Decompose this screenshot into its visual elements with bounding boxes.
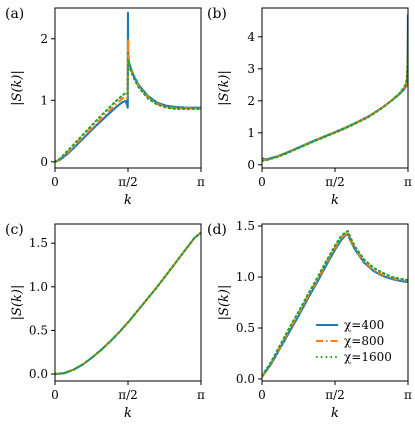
panel-label: (a) [5,6,24,22]
x-tick-label: π/2 [325,388,345,402]
panel-d: 0 π/2 π 0.0 0.5 1.0 1.5 k |S(k)| (d) χ=400 χ=800 χ=1… [207,219,412,421]
legend-entry: χ=1600 [344,350,392,364]
x-axis-label: k [124,193,132,208]
x-tick-label: π/2 [118,388,138,402]
series-line-chi1600 [262,230,408,377]
x-axis-label: k [331,406,339,421]
x-tick-label: π/2 [325,175,345,189]
legend-entry: χ=400 [344,318,384,332]
panel-c: 0 π/2 π 0.0 0.5 1.0 1.5 k |S(k)| (c) [5,222,205,421]
x-tick-label: π [404,388,412,402]
x-tick-label: π [404,175,412,189]
panel-a: 0 π/2 π 0 1 2 k |S(k)| (a) [5,6,205,208]
series-line-chi800 [55,231,201,376]
series-line-chi1600 [55,231,201,376]
x-tick-label: 0 [51,388,59,402]
x-tick-label: 0 [51,175,59,189]
panel-label: (c) [5,222,24,238]
y-tick-label: 0 [40,155,48,169]
y-axis-label: |S(k)| [217,70,232,106]
series-line-chi1600 [55,59,201,163]
x-tick-label: 0 [258,388,266,402]
y-tick-label: 1.0 [29,280,48,294]
y-tick-label: 1 [40,93,48,107]
legend-entry: χ=800 [344,334,384,348]
panel-label: (d) [207,222,227,238]
y-tick-label: 0.0 [29,367,48,381]
y-tick-label: 3 [247,62,255,76]
x-axis-label: k [331,193,339,208]
series-line-chi800 [55,37,201,163]
y-axis-label: |S(k)| [10,285,25,321]
series-line-chi400 [262,14,408,161]
panel-b: 0 π/2 π 0 1 2 3 4 k |S(k)| (b) [207,6,412,208]
y-tick-label: 1 [247,126,255,140]
x-tick-label: π [197,175,205,189]
legend: χ=400 χ=800 χ=1600 [316,318,392,364]
y-tick-label: 1.0 [236,270,255,284]
x-axis-label: k [124,406,132,421]
y-tick-label: 4 [247,30,255,44]
y-tick-label: 0.0 [236,372,255,386]
y-tick-label: 1.5 [29,236,48,250]
panel-label: (b) [207,6,227,22]
series-line-chi800 [262,59,408,162]
x-tick-label: 0 [258,175,266,189]
series-line-chi400 [55,11,201,163]
x-tick-label: π [197,388,205,402]
series-line-chi1600 [262,35,408,163]
y-tick-label: 0 [247,158,255,172]
axes-frame [54,223,202,382]
axes-frame [261,7,409,169]
y-tick-label: 0.5 [236,321,255,335]
series-line-chi400 [55,231,201,376]
x-tick-label: π/2 [118,175,138,189]
y-tick-label: 0.5 [29,323,48,337]
y-tick-label: 2 [247,94,255,108]
y-axis-label: |S(k)| [217,285,232,321]
y-axis-label: |S(k)| [10,70,25,106]
y-tick-label: 2 [40,32,48,46]
y-tick-label: 1.5 [236,219,255,233]
